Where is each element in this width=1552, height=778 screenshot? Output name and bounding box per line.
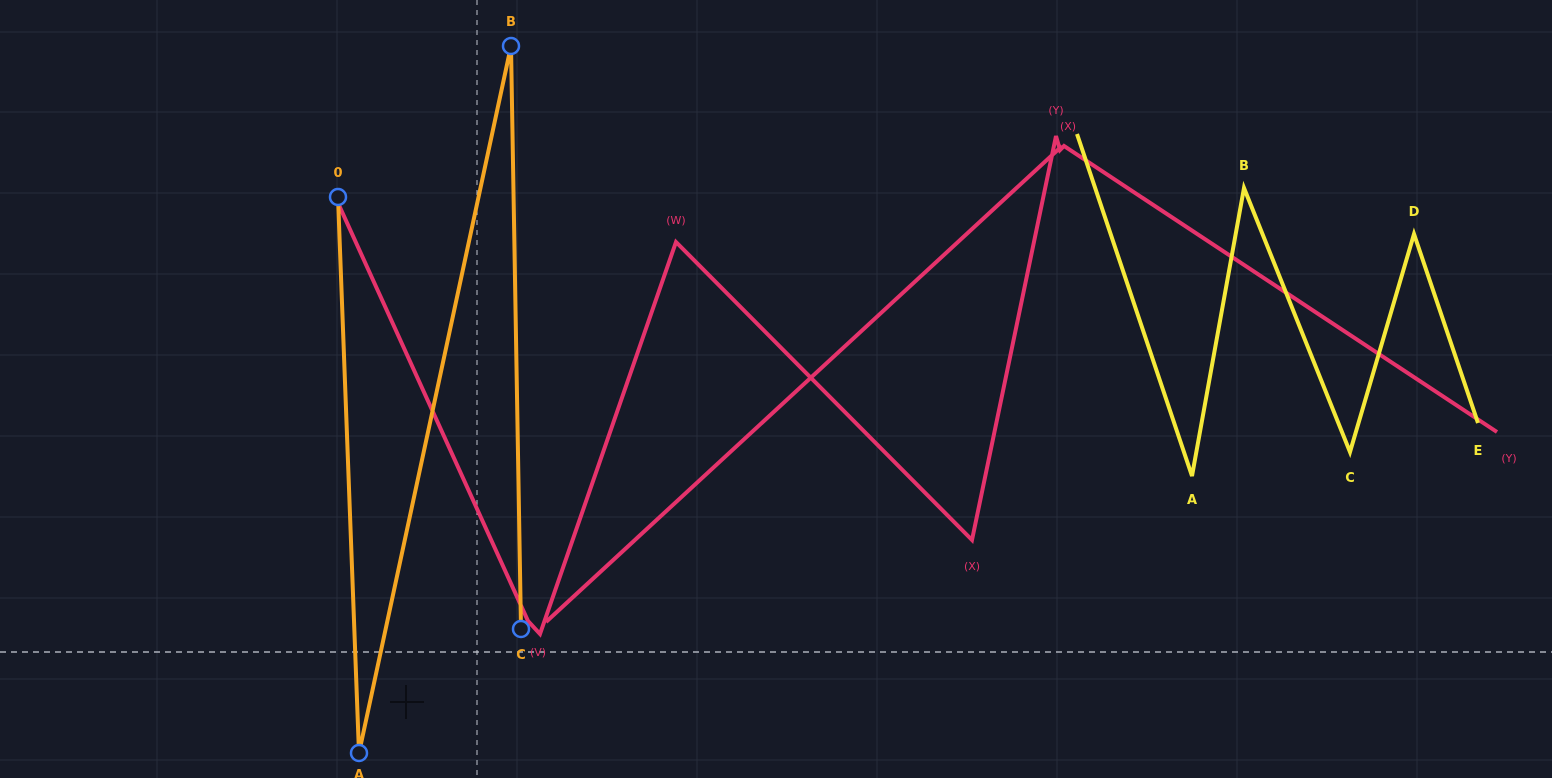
anchor-layer[interactable] — [328, 36, 531, 763]
crosshair-cursor-icon — [390, 685, 424, 719]
yellow-label-5: E — [1474, 444, 1483, 459]
orange-anchor-1[interactable] — [349, 743, 369, 763]
yellow-label-3: C — [1345, 471, 1355, 486]
series-layer — [336, 45, 1499, 754]
orange-label-1: A — [354, 768, 364, 778]
pink-label-7: (X) — [1060, 120, 1076, 133]
pink-label-3: (W) — [666, 214, 685, 227]
yellow-label-4: D — [1409, 205, 1420, 220]
orange-label-0: 0 — [333, 166, 342, 181]
orange-label-2: B — [506, 15, 516, 30]
orange-anchor-2[interactable] — [501, 36, 521, 56]
yellow-wave-line[interactable] — [1075, 133, 1480, 477]
yellow-label-1: A — [1187, 493, 1197, 508]
yellow-label-2: B — [1239, 159, 1249, 174]
pink-wave-line-2[interactable] — [544, 144, 1064, 624]
pink-label-4: (X) — [964, 560, 980, 573]
pink-label-5: (Y) — [1048, 104, 1063, 117]
orange-anchor-3[interactable] — [511, 619, 531, 639]
pink-label-8: (Y) — [1501, 452, 1516, 465]
orange-label-3: C — [516, 648, 526, 663]
orange-anchor-0[interactable] — [328, 187, 348, 207]
label-layer: 0 A B C (V) (W) (X) (Y) (X) (Y) A B C D E — [333, 15, 1516, 778]
orange-wave-line[interactable] — [336, 45, 523, 754]
pink-label-2: (V) — [530, 646, 546, 659]
